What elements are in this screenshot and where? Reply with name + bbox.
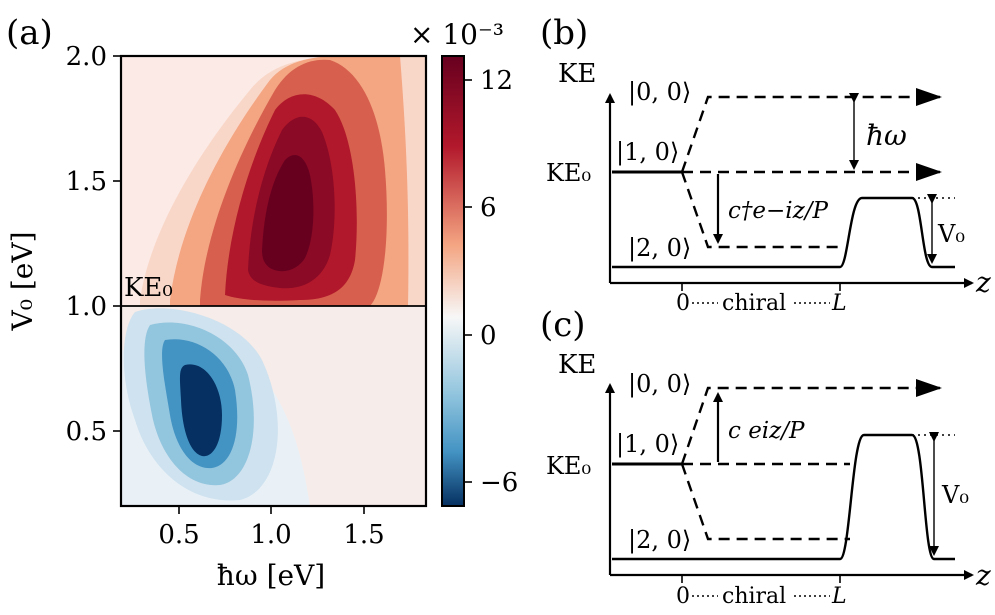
channel-00 (680, 88, 942, 173)
colorbar: 12 6 0 −6 × 10⁻³ (410, 18, 518, 507)
x-tick-label: 1.0 (250, 520, 291, 550)
potential-barrier (612, 196, 955, 269)
state-10-label: |1, 0⟩ (616, 430, 679, 459)
x-tick-label: 0.5 (158, 520, 199, 550)
state-10-label: |1, 0⟩ (616, 138, 679, 167)
colorbar-tick-label: 0 (480, 321, 497, 351)
x-tick-label: 1.5 (343, 520, 384, 550)
chiral-label: chiral (722, 291, 786, 316)
z-axis-label: z (975, 559, 991, 592)
heatmap-frame (119, 54, 428, 508)
panel-c-diagram: (c) KE z KE₀ V₀ |0, 0⟩ |1, 0⟩ |2, 0⟩ c e… (540, 305, 991, 609)
colorbar-tick-label: 6 (480, 193, 497, 223)
ke0-label: KE₀ (546, 159, 591, 187)
y-tick-label: 0.5 (66, 417, 107, 447)
z-L-label: L (831, 291, 847, 316)
channel-20 (680, 463, 850, 541)
y-tick-label: 1.5 (66, 167, 107, 197)
hw-label: ħω (866, 119, 907, 152)
panel-a-label: (a) (6, 13, 53, 53)
panel-c-label: (c) (540, 305, 586, 345)
operator-label: c eiz/P (728, 418, 805, 444)
state-20-label: |2, 0⟩ (628, 234, 691, 263)
operator-label: c†e−iz/P (728, 198, 828, 224)
heatmap-plot: KE₀ 0.5 1.0 1.5 0.5 1.0 1.5 2.0 ħω [eV] … (6, 42, 428, 592)
ke-axis-label: KE (558, 59, 596, 89)
channel-20 (680, 171, 840, 249)
colorbar-gradient (441, 55, 465, 507)
z-axis-label: z (975, 266, 991, 299)
colorbar-tick-label: 12 (480, 66, 513, 96)
heatmap-ticks (113, 55, 365, 514)
state-00-label: |0, 0⟩ (628, 370, 691, 399)
state-20-label: |2, 0⟩ (628, 526, 691, 555)
negative-lobe-core (179, 364, 222, 457)
z-zero-label: 0 (676, 584, 690, 609)
panel-b-diagram: (b) KE z KE₀ V₀ |0, 0⟩ |1, 0⟩ |2, 0⟩ ħω … (540, 13, 991, 316)
potential-barrier (612, 433, 955, 561)
v0-label: V₀ (941, 481, 969, 509)
y-axis-label: V₀ [eV] (6, 232, 39, 332)
y-tick-label: 1.0 (66, 292, 107, 322)
z-zero-label: 0 (676, 291, 690, 316)
y-tick-label: 2.0 (66, 42, 107, 72)
ke0-label: KE₀ (546, 452, 591, 480)
x-axis-label: ħω [eV] (217, 559, 325, 592)
z-L-label: L (831, 584, 847, 609)
colorbar-tick-label: −6 (480, 468, 518, 498)
ke0-label: KE₀ (124, 273, 173, 303)
positive-lobe-core (262, 155, 314, 272)
heatmap-contours (121, 56, 426, 506)
state-00-label: |0, 0⟩ (628, 78, 691, 107)
channel-00 (680, 379, 942, 465)
chiral-label: chiral (722, 584, 786, 609)
colorbar-multiplier: × 10⁻³ (410, 18, 504, 51)
ke-axis-label: KE (558, 350, 596, 380)
panel-b-label: (b) (540, 13, 588, 53)
v0-label: V₀ (937, 220, 965, 248)
